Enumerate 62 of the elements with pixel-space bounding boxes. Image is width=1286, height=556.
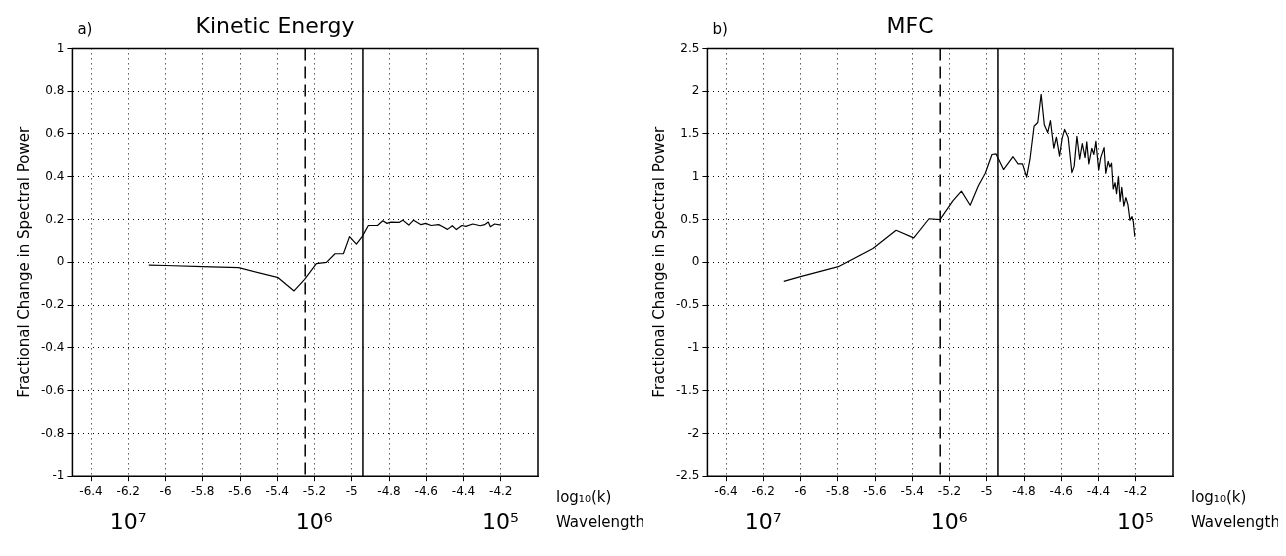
y-tick-label: 0 xyxy=(691,254,700,269)
y-tick-label: 0.5 xyxy=(680,211,700,226)
x-tick-label: -6.2 xyxy=(116,483,140,498)
y-tick-label: 0.2 xyxy=(45,211,65,226)
y-tick-label: -1 xyxy=(687,339,700,354)
y-tick-label: 1 xyxy=(56,40,65,55)
x2-tick-label: 10⁷ xyxy=(744,508,782,534)
x2-axis-title: Wavelength xyxy=(556,512,645,531)
x2-tick-label: 10⁶ xyxy=(930,508,968,534)
text: a) xyxy=(77,20,93,39)
x-tick-label: -6.2 xyxy=(751,483,775,498)
x-tick-label: -6.4 xyxy=(714,483,738,498)
x2-tick-label: 10⁷ xyxy=(109,508,147,534)
x-tick-label: -6.4 xyxy=(79,483,103,498)
x-tick-label: -4.2 xyxy=(1124,483,1148,498)
x2-axis-title: Wavelength xyxy=(1191,512,1280,531)
y-tick-label: -0.6 xyxy=(40,382,65,397)
x-tick-label: -4.6 xyxy=(1049,483,1073,498)
x2-tick-label: 10⁵ xyxy=(1116,508,1154,534)
y-tick-label: 0 xyxy=(56,254,65,269)
y-tick-label: 0.8 xyxy=(45,83,65,98)
x-tick-label: -4.6 xyxy=(414,483,438,498)
x-tick-label: -5.4 xyxy=(900,483,924,498)
y-tick-label: 0.4 xyxy=(45,168,65,183)
x-tick-label: -5.2 xyxy=(302,483,327,498)
y-tick-label: -1 xyxy=(52,468,65,483)
x-tick-label: -5.6 xyxy=(863,483,887,498)
y-tick-label: 0.6 xyxy=(45,126,65,141)
y-tick-label: -0.4 xyxy=(40,339,65,354)
x-tick-label: -5.6 xyxy=(228,483,252,498)
y-tick-label: 2.5 xyxy=(680,40,700,55)
y-tick-label: -2.5 xyxy=(675,468,700,483)
y-tick-label: -0.2 xyxy=(40,297,65,312)
x-tick-label: -4.2 xyxy=(489,483,513,498)
x-axis-title: log₁₀(k) xyxy=(556,488,612,507)
x-tick-label: -5 xyxy=(980,483,993,498)
x-tick-label: -6 xyxy=(794,483,807,498)
text: b) xyxy=(712,20,728,39)
x-tick-label: -4.8 xyxy=(1012,483,1036,498)
x2-tick-label: 10⁶ xyxy=(295,508,333,534)
x-tick-label: -5 xyxy=(345,483,358,498)
x-tick-label: -5.8 xyxy=(826,483,850,498)
y-tick-label: -1.5 xyxy=(675,382,700,397)
y-axis-title: Fractional Change in Spectral Power xyxy=(14,126,33,398)
x-tick-label: -5.4 xyxy=(265,483,289,498)
y-tick-label: -2 xyxy=(687,425,700,440)
y-tick-label: -0.8 xyxy=(40,425,65,440)
x2-tick-label: 10⁵ xyxy=(481,508,519,534)
y-tick-label: 1 xyxy=(691,168,700,183)
x-tick-label: -4.4 xyxy=(1086,483,1111,498)
x-axis-title: log₁₀(k) xyxy=(1191,488,1247,507)
x-tick-label: -6 xyxy=(159,483,172,498)
y-tick-label: 2 xyxy=(691,83,700,98)
chart-title: Kinetic Energy xyxy=(195,12,355,38)
y-axis-title: Fractional Change in Spectral Power xyxy=(649,126,668,398)
x-tick-label: -5.8 xyxy=(191,483,215,498)
x-tick-label: -4.8 xyxy=(377,483,401,498)
y-tick-label: -0.5 xyxy=(675,297,700,312)
y-tick-label: 1.5 xyxy=(680,126,700,141)
x-tick-label: -5.2 xyxy=(937,483,962,498)
chart-title: MFC xyxy=(886,12,934,38)
x-tick-label: -4.4 xyxy=(451,483,476,498)
